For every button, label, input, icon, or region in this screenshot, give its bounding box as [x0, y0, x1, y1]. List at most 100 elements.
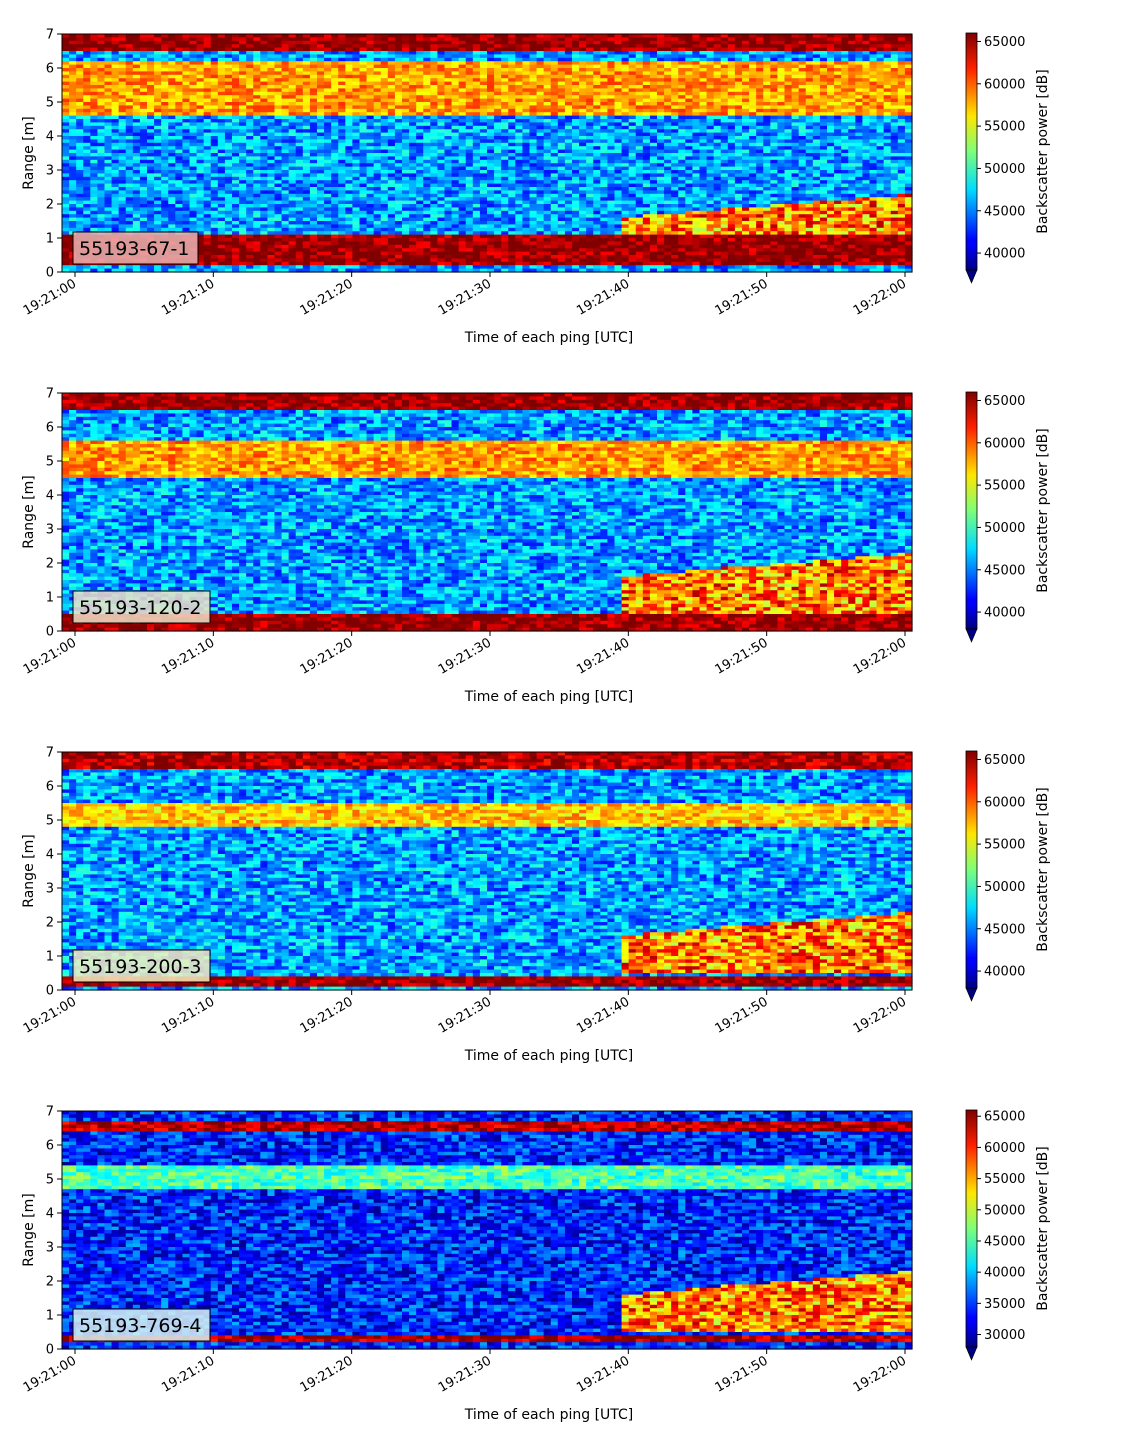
heatmap-cell — [381, 214, 389, 218]
heatmap-cell — [175, 163, 183, 167]
heatmap-cell — [367, 146, 375, 150]
heatmap-cell — [416, 241, 424, 245]
heatmap-cell — [168, 146, 176, 150]
heatmap-cell — [402, 129, 410, 133]
heatmap-cell — [345, 231, 353, 235]
heatmap-cell — [374, 156, 382, 160]
heatmap-cell — [381, 207, 389, 211]
heatmap-cell — [197, 173, 205, 177]
heatmap-cell — [197, 180, 205, 184]
heatmap-cell — [190, 214, 198, 218]
heatmap-cell — [112, 146, 120, 150]
heatmap-cell — [253, 129, 261, 133]
heatmap-cell — [303, 224, 311, 228]
heatmap-cell — [345, 139, 353, 143]
heatmap-cell — [317, 214, 325, 218]
heatmap-cell — [345, 262, 353, 266]
heatmap-cell — [402, 146, 410, 150]
heatmap-cell — [97, 224, 105, 228]
heatmap-cell — [402, 224, 410, 228]
heatmap-cell — [416, 129, 424, 133]
heatmap-cell — [62, 146, 70, 150]
heatmap-cell — [395, 207, 403, 211]
heatmap-cell — [90, 139, 98, 143]
heatmap-cell — [338, 224, 346, 228]
heatmap-cell — [360, 156, 368, 160]
heatmap-cell — [352, 173, 360, 177]
heatmap-cell — [105, 129, 113, 133]
heatmap-cell — [352, 214, 360, 218]
heatmap-cell — [126, 163, 134, 167]
heatmap-cell — [197, 139, 205, 143]
heatmap-cell — [416, 207, 424, 211]
heatmap-cell — [296, 207, 304, 211]
heatmap-cell — [416, 156, 424, 160]
heatmap-cell — [388, 231, 396, 235]
heatmap-cell — [395, 231, 403, 235]
heatmap-cell — [253, 146, 261, 150]
heatmap-cell — [133, 129, 141, 133]
heatmap-cell — [275, 207, 283, 211]
heatmap-cell — [282, 156, 290, 160]
heatmap-cell — [296, 156, 304, 160]
heatmap-cell — [119, 163, 127, 167]
heatmap-cell — [218, 173, 226, 177]
heatmap-cell — [76, 163, 84, 167]
heatmap-cell — [182, 163, 190, 167]
heatmap-cell — [296, 241, 304, 245]
heatmap-cell — [282, 163, 290, 167]
heatmap-cell — [310, 224, 318, 228]
heatmap-cell — [204, 163, 212, 167]
heatmap-cell — [324, 156, 332, 160]
heatmap-cell — [154, 129, 162, 133]
heatmap-cell — [338, 173, 346, 177]
heatmap-cell — [402, 139, 410, 143]
heatmap-cell — [175, 173, 183, 177]
heatmap-cell — [182, 156, 190, 160]
heatmap-cell — [161, 146, 169, 150]
heatmap-cell — [90, 129, 98, 133]
heatmap-cell — [310, 156, 318, 160]
heatmap-cell — [112, 197, 120, 201]
heatmap-cell — [154, 173, 162, 177]
heatmap-cell — [112, 163, 120, 167]
heatmap-cell — [310, 248, 318, 252]
heatmap-cell — [218, 224, 226, 228]
heatmap-cell — [360, 129, 368, 133]
heatmap-cell — [97, 180, 105, 184]
heatmap-cell — [317, 163, 325, 167]
heatmap-cell — [260, 173, 268, 177]
heatmap-cell — [182, 173, 190, 177]
heatmap-cell — [90, 156, 98, 160]
heatmap-cell — [69, 180, 77, 184]
heatmap-cell — [416, 248, 424, 252]
heatmap-cell — [352, 248, 360, 252]
heatmap-cell — [303, 262, 311, 266]
heatmap-cell — [218, 129, 226, 133]
heatmap-cell — [395, 129, 403, 133]
heatmap-cell — [133, 163, 141, 167]
heatmap-cell — [126, 197, 134, 201]
heatmap-cell — [225, 224, 233, 228]
heatmap-cell — [352, 231, 360, 235]
heatmap-cell — [360, 262, 368, 266]
heatmap-cell — [331, 241, 339, 245]
heatmap-cell — [317, 262, 325, 266]
heatmap-cell — [282, 207, 290, 211]
heatmap-cell — [352, 163, 360, 167]
heatmap-cell — [303, 146, 311, 150]
heatmap-cell — [90, 224, 98, 228]
heatmap-cell — [338, 207, 346, 211]
heatmap-cell — [409, 129, 417, 133]
heatmap-cell — [338, 180, 346, 184]
heatmap-cell — [175, 224, 183, 228]
heatmap-cell — [324, 180, 332, 184]
heatmap-cell — [367, 190, 375, 194]
heatmap-cell — [275, 197, 283, 201]
heatmap-cell — [260, 180, 268, 184]
heatmap-cell — [317, 146, 325, 150]
heatmap-cell — [175, 129, 183, 133]
heatmap-cell — [324, 241, 332, 245]
heatmap-cell — [140, 139, 148, 143]
